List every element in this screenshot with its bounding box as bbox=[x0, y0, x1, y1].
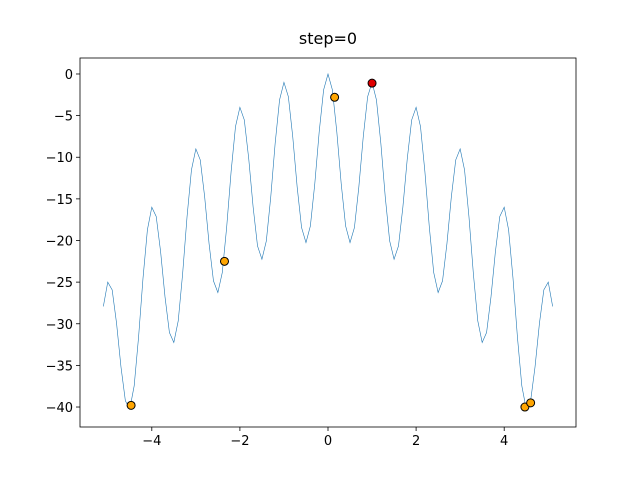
y-tick-label: 0 bbox=[65, 68, 73, 83]
x-tick-label: 0 bbox=[324, 434, 332, 449]
y-tick-label: −10 bbox=[46, 151, 73, 166]
point bbox=[330, 92, 340, 102]
point bbox=[367, 78, 377, 88]
plot-frame bbox=[79, 57, 577, 428]
point bbox=[526, 398, 536, 408]
x-tick-label: −2 bbox=[230, 434, 249, 449]
y-tick-label: −20 bbox=[46, 235, 73, 250]
x-tick-label: −4 bbox=[142, 434, 161, 449]
chart-title: step=0 bbox=[299, 29, 357, 48]
y-tick-label: −25 bbox=[46, 276, 73, 291]
point bbox=[219, 256, 229, 266]
x-tick-label: 4 bbox=[500, 434, 508, 449]
point bbox=[126, 400, 136, 410]
x-tick-label: 2 bbox=[412, 434, 420, 449]
y-tick-label: −15 bbox=[46, 193, 73, 208]
y-tick-label: −5 bbox=[54, 110, 73, 125]
y-tick-label: −30 bbox=[46, 318, 73, 333]
y-tick-label: −40 bbox=[46, 401, 73, 416]
curve bbox=[103, 72, 553, 410]
y-tick-label: −35 bbox=[46, 359, 73, 374]
